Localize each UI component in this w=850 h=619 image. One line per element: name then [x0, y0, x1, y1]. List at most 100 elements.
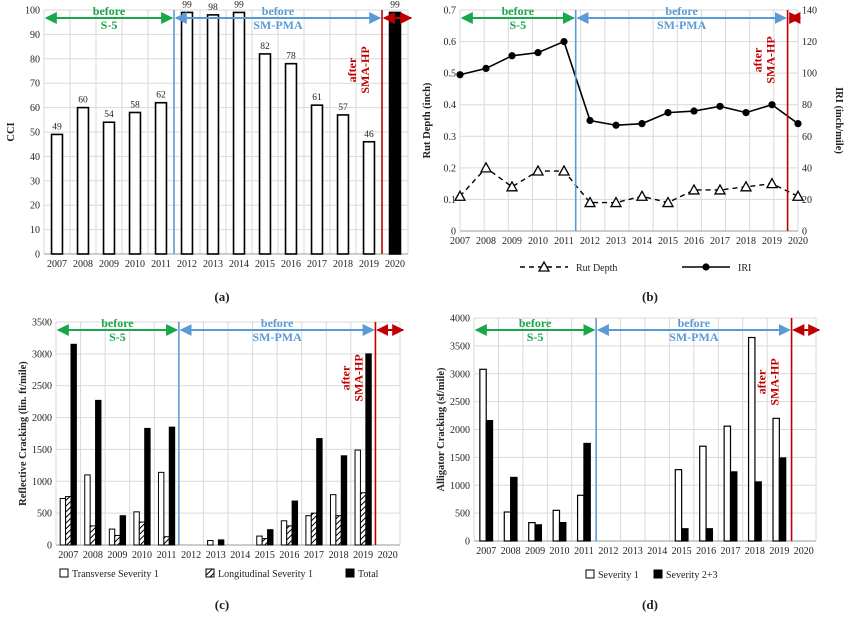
- period-label-bottom: SM-PMA: [253, 18, 303, 32]
- y-tick-label: 0.6: [444, 37, 457, 48]
- y-tick-label: 1500: [450, 453, 470, 464]
- legend-label: Total: [358, 569, 379, 580]
- rut-depth-point: [739, 180, 753, 192]
- x-tick-label: 2007: [58, 550, 78, 561]
- data-label: 99: [182, 0, 192, 10]
- x-tick-label: 2009: [107, 550, 127, 561]
- iri-point: [768, 101, 776, 109]
- data-label: 62: [156, 91, 166, 101]
- bar-severity-1: [699, 445, 707, 542]
- bar-severity-1: [674, 469, 683, 542]
- y-tick-label: 500: [37, 509, 52, 520]
- bar: [258, 53, 272, 255]
- y-tick-label: 10: [30, 225, 40, 236]
- bar-severity-1: [723, 425, 732, 542]
- x-tick-label: 2014: [229, 259, 249, 270]
- chart-panel-d: (d) 0 500 1000 1500 2000 2500 3000 3500 4000 2007…: [436, 314, 821, 612]
- x-tick-label: 2016: [696, 546, 716, 557]
- y-tick-label: 0.7: [444, 6, 457, 17]
- bar-transverse-severity-1: [84, 474, 91, 546]
- period-label-after: after: [751, 47, 765, 72]
- bar-total: [119, 515, 127, 546]
- y-tick-label: 4000: [450, 314, 470, 325]
- y-tick-label: 70: [30, 79, 40, 90]
- period-label-top: before: [519, 316, 552, 330]
- x-tick-label: 2018: [745, 546, 765, 557]
- bar-transverse-severity-1: [354, 449, 361, 546]
- bar-transverse-severity-1: [157, 471, 165, 546]
- bar-severity-2-3: [558, 522, 567, 542]
- y2-tick-label: 80: [802, 100, 812, 111]
- x-tick-label: 2020: [385, 259, 405, 270]
- y-tick-label: 50: [30, 128, 40, 139]
- bar-longitudinal-severity-1: [359, 492, 367, 546]
- legend-label-rut-depth: Rut Depth: [576, 263, 617, 274]
- period-label-after-2: SMA-HP: [358, 46, 372, 93]
- y-tick-label: 1000: [450, 481, 470, 492]
- bar-longitudinal-severity-1: [310, 512, 318, 546]
- iri-point: [690, 107, 698, 115]
- legend-marker-iri: [702, 263, 710, 271]
- x-tick-label: 2017: [304, 550, 324, 561]
- legend-swatch: [345, 568, 355, 578]
- rut-depth-point: [557, 164, 571, 176]
- rut-depth-point: [687, 183, 701, 195]
- iri-point: [742, 109, 750, 117]
- x-tick-label: 2010: [125, 259, 145, 270]
- rut-depth-point: [635, 189, 649, 201]
- bar-severity-2-3: [485, 419, 494, 542]
- y-tick-label: 0: [47, 541, 52, 552]
- bar-longitudinal-severity-1: [163, 536, 170, 546]
- data-label: 49: [52, 122, 62, 132]
- bar-transverse-severity-1: [256, 535, 263, 546]
- y-tick-label: 3000: [450, 369, 470, 380]
- y2-tick-label: 60: [802, 132, 812, 143]
- bar-severity-1: [576, 494, 585, 542]
- bar: [76, 106, 90, 255]
- iri-point: [482, 64, 490, 73]
- period-label-after-2: SMA-HP: [768, 358, 782, 405]
- x-tick-label: 2010: [550, 546, 570, 557]
- period-label-after: after: [755, 369, 769, 394]
- x-tick-label: 2010: [132, 550, 152, 561]
- x-tick-label: 2008: [73, 259, 93, 270]
- bar-transverse-severity-1: [280, 520, 288, 546]
- y-tick-label: 0.4: [444, 100, 457, 111]
- y-tick-label: 0: [451, 227, 456, 238]
- x-tick-label: 2008: [476, 236, 496, 247]
- y-tick-label: 0.5: [444, 69, 457, 80]
- period-label-bottom: S-5: [101, 18, 118, 32]
- x-tick-label: 2019: [769, 546, 789, 557]
- period-label-bottom: S-5: [109, 330, 126, 344]
- rut-depth-point: [713, 183, 727, 195]
- x-tick-label: 2013: [623, 546, 643, 557]
- y-tick-label: 2000: [450, 425, 470, 436]
- x-tick-label: 2015: [658, 236, 678, 247]
- x-tick-label: 2019: [359, 259, 379, 270]
- x-tick-label: 2015: [672, 546, 692, 557]
- rut-depth-point: [531, 164, 545, 176]
- rut-depth-point: [505, 180, 519, 192]
- y-tick-label: 60: [30, 103, 40, 114]
- y2-tick-label: 100: [802, 69, 817, 80]
- iri-point: [664, 109, 672, 117]
- y-axis-title: Alligator Cracking (sf/mile): [436, 367, 447, 492]
- x-tick-label: 2007: [476, 546, 496, 557]
- bar-transverse-severity-1: [329, 494, 337, 546]
- rut-depth-point: [583, 196, 597, 208]
- x-tick-label: 2014: [632, 236, 652, 247]
- x-tick-label: 2008: [501, 546, 521, 557]
- chart-panel-a: (a) 0 10 20 30 40 50 60 70 80 90 100 2007 2008 2009 20…: [6, 0, 413, 304]
- y2-tick-label: 40: [802, 163, 812, 174]
- bar-total: [291, 500, 299, 546]
- y-tick-label: 0: [35, 250, 40, 261]
- legend-marker-rut-depth: [537, 260, 551, 272]
- data-label: 78: [286, 52, 296, 62]
- x-tick-label: 2018: [333, 259, 353, 270]
- iri-point: [560, 37, 568, 46]
- data-label: 99: [234, 0, 244, 10]
- bar-severity-1: [747, 336, 756, 542]
- x-tick-label: 2012: [598, 546, 618, 557]
- y-tick-label: 2000: [32, 413, 52, 424]
